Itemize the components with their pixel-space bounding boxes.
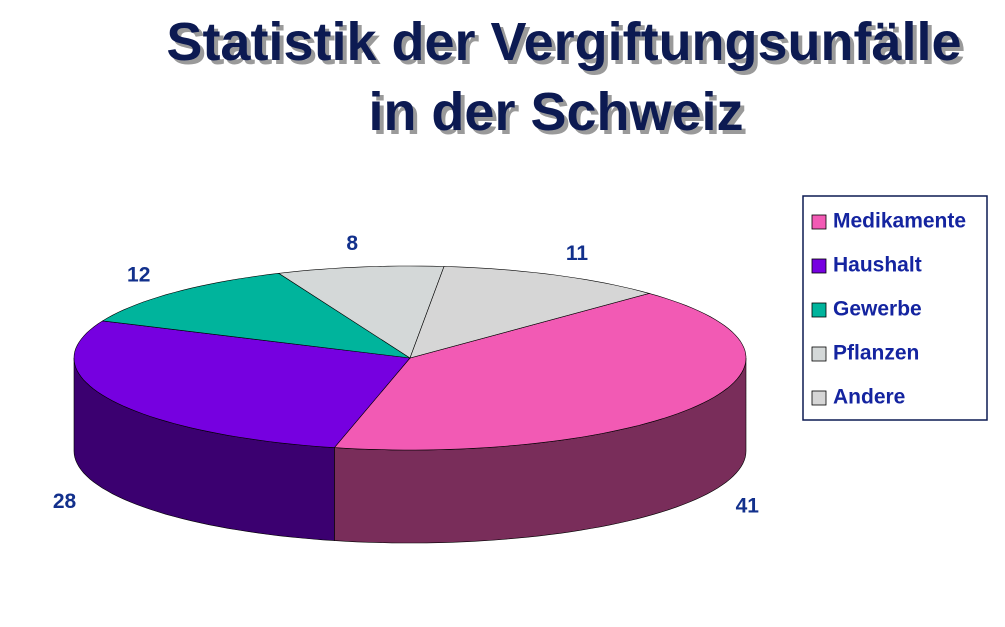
title-shadow: in der Schweiz [372,86,747,146]
slice [73,320,411,448]
legend-swatch [811,390,827,406]
slice [409,266,651,359]
value-label: 28 [53,490,77,513]
legend-label: Pflanzen [833,342,919,365]
slice [333,293,747,451]
legend-swatch [811,346,827,362]
value-label: 11 [566,242,589,265]
legend-swatch [811,214,827,230]
slice [101,272,411,359]
value-label: 41 [736,495,760,518]
legend-swatch [811,258,827,274]
value-label: 12 [127,264,150,287]
value-label: 8 [346,232,358,255]
legend-swatch [811,302,827,318]
legend-label: Haushalt [833,254,922,277]
legend-label: Medikamente [833,210,966,233]
legend-label: Andere [833,386,905,409]
legend-label: Gewerbe [833,298,922,321]
legend-box [802,195,988,421]
chart-title: in der Schweiz [368,82,743,142]
title-shadow: Statistik der Vergiftungsunfälle [170,16,965,76]
slice [277,265,445,359]
chart-title: Statistik der Vergiftungsunfälle [166,12,961,72]
